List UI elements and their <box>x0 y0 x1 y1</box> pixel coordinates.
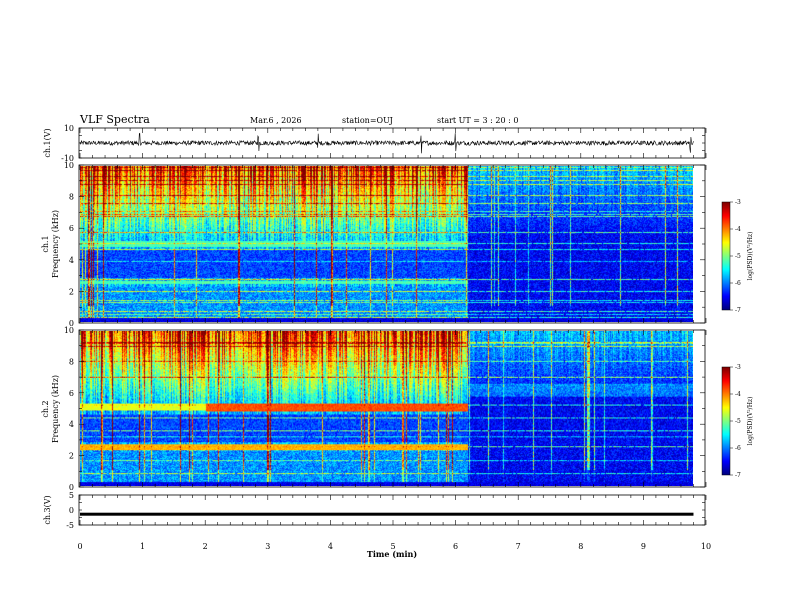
ch3-ytick-bottom: -5 <box>66 521 74 530</box>
y-tick-label: 10 <box>64 161 74 170</box>
ch1-spectrogram-ylabel-freq: Frequency (kHz) <box>51 210 60 278</box>
x-tick-label: 1 <box>140 542 145 551</box>
y-tick-label: 10 <box>64 326 74 335</box>
x-tick-label: 7 <box>516 542 521 551</box>
ch2-spectrogram-ticks <box>79 329 707 488</box>
ch1-colorbar-label: log(PSD)(V²/Hz) <box>747 232 754 281</box>
ch3-signal-ticks <box>79 494 707 526</box>
ch1-colorbar-ticks: -3 -4 -5 -6 -7 <box>730 199 741 314</box>
ch1-ytick-top: 10 <box>64 124 74 133</box>
ch2-spectrogram-ylabel-channel: ch.2 <box>41 400 50 417</box>
ch2-spectrogram-ytick-labels: 0 2 4 6 8 10 <box>64 326 74 492</box>
x-tick-label: 10 <box>701 542 711 551</box>
x-tick-label: 5 <box>390 542 395 551</box>
ch2-spectrogram-ylabel-freq: Frequency (kHz) <box>51 375 60 443</box>
ch1-colorbar <box>722 202 730 310</box>
ch2-spectrogram-image <box>80 331 693 486</box>
ch3-ytick-mid: 0 <box>69 506 74 515</box>
colorbar-tick-label: -4 <box>735 391 741 398</box>
y-tick-label: 6 <box>69 224 74 233</box>
ch1-ytick-bottom: -10 <box>61 154 74 163</box>
ch3-signal-ylabel: ch.3(V) <box>43 495 52 524</box>
date-label: Mar.6 , 2026 <box>250 116 302 125</box>
ch1-spectrogram-ticks <box>79 164 707 324</box>
ch1-spectrogram-ytick-labels: 0 2 4 6 8 10 <box>64 161 74 328</box>
ch1-waveform-panel: 10 -10 ch.1(V) <box>43 124 707 163</box>
y-tick-label: 0 <box>69 483 74 492</box>
colorbar-tick-label: -5 <box>735 418 741 425</box>
y-tick-label: 2 <box>69 287 74 296</box>
x-tick-label: 9 <box>641 542 646 551</box>
ch1-waveform-ylabel: ch.1(V) <box>43 128 52 157</box>
ch1-waveform-line <box>79 132 694 154</box>
colorbar-tick-label: -7 <box>735 307 741 314</box>
y-tick-label: 4 <box>69 256 74 265</box>
x-axis-tick-labels: 0 1 2 3 4 5 6 7 8 9 10 <box>77 542 711 551</box>
colorbar-tick-label: -6 <box>735 280 741 287</box>
figure-title: VLF Spectra <box>79 113 150 126</box>
ch2-colorbar-label: log(PSD)(V²/Hz) <box>747 397 754 446</box>
x-tick-label: 2 <box>203 542 208 551</box>
x-tick-label: 4 <box>328 542 333 551</box>
ch1-spectrogram-ylabel-channel: ch.1 <box>41 235 50 252</box>
y-tick-label: 0 <box>69 319 74 328</box>
colorbar-tick-label: -3 <box>735 364 741 371</box>
y-tick-label: 8 <box>69 193 74 202</box>
y-tick-label: 2 <box>69 452 74 461</box>
ch1-waveform-ticks <box>79 127 707 159</box>
x-tick-label: 0 <box>77 542 82 551</box>
colorbar-tick-label: -5 <box>735 253 741 260</box>
ch3-signal-frame <box>78 494 706 526</box>
x-tick-label: 6 <box>453 542 458 551</box>
ch1-spectrogram-image <box>80 166 693 322</box>
start-time-label: start UT = 3 : 20 : 0 <box>437 116 518 125</box>
x-tick-label: 8 <box>578 542 583 551</box>
ch3-ytick-top: 5 <box>69 491 74 500</box>
ch3-signal-panel: 5 0 -5 ch.3(V) <box>43 491 707 530</box>
ch2-colorbar-ticks: -3 -4 -5 -6 -7 <box>730 364 741 479</box>
y-tick-label: 4 <box>69 420 74 429</box>
colorbar-tick-label: -6 <box>735 445 741 452</box>
x-axis-label: Time (min) <box>367 549 417 559</box>
colorbar-tick-label: -3 <box>735 199 741 206</box>
ch2-colorbar <box>722 367 730 475</box>
y-tick-label: 6 <box>69 389 74 398</box>
ch3-signal-line <box>80 512 694 516</box>
colorbar-tick-label: -4 <box>735 226 741 233</box>
y-tick-label: 8 <box>69 357 74 366</box>
x-tick-label: 3 <box>265 542 270 551</box>
station-label: station=OUJ <box>342 116 393 125</box>
colorbar-tick-label: -7 <box>735 472 741 479</box>
